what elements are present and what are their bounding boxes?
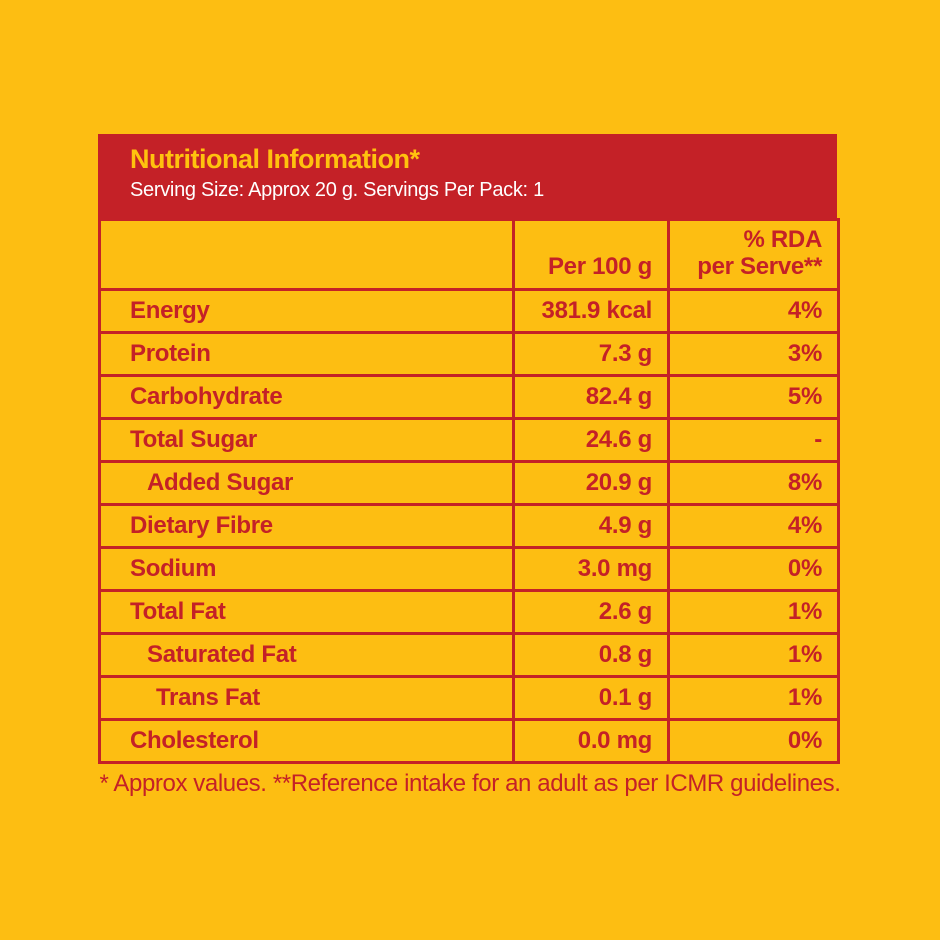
row-label: Sodium [98, 546, 515, 592]
column-header-row: Per 100 g % RDA per Serve** [98, 218, 840, 291]
value-rda: 4% [667, 503, 840, 549]
value-per-100g: 381.9 kcal [512, 288, 670, 334]
value-rda: 1% [667, 632, 840, 678]
value-rda: 0% [667, 718, 840, 764]
nutrition-label: Nutritional Information* Serving Size: A… [98, 134, 840, 764]
value-per-100g: 7.3 g [512, 331, 670, 377]
value-per-100g: 0.8 g [512, 632, 670, 678]
value-per-100g: 4.9 g [512, 503, 670, 549]
column-header-per-100g: Per 100 g [512, 218, 670, 291]
column-header-rda-line1: % RDA [743, 226, 822, 254]
table-row: Dietary Fibre 4.9 g 4% [98, 503, 840, 549]
value-per-100g: 0.1 g [512, 675, 670, 721]
footnote: * Approx values. **Reference intake for … [99, 770, 841, 797]
table-row: Protein 7.3 g 3% [98, 331, 840, 377]
row-label: Saturated Fat [98, 632, 515, 678]
row-label: Trans Fat [98, 675, 515, 721]
row-label: Protein [98, 331, 515, 377]
row-label: Total Fat [98, 589, 515, 635]
value-rda: 1% [667, 675, 840, 721]
table-row: Trans Fat 0.1 g 1% [98, 675, 840, 721]
row-label: Dietary Fibre [98, 503, 515, 549]
row-label: Total Sugar [98, 417, 515, 463]
column-header-rda: % RDA per Serve** [667, 218, 840, 291]
value-rda: 1% [667, 589, 840, 635]
value-per-100g: 24.6 g [512, 417, 670, 463]
value-rda: 3% [667, 331, 840, 377]
value-rda: 8% [667, 460, 840, 506]
value-per-100g: 0.0 mg [512, 718, 670, 764]
label-header: Nutritional Information* Serving Size: A… [98, 134, 837, 218]
row-label: Carbohydrate [98, 374, 515, 420]
value-per-100g: 20.9 g [512, 460, 670, 506]
value-rda: - [667, 417, 840, 463]
table-row: Added Sugar 20.9 g 8% [98, 460, 840, 506]
table-row: Energy 381.9 kcal 4% [98, 288, 840, 334]
value-rda: 4% [667, 288, 840, 334]
table-row: Total Fat 2.6 g 1% [98, 589, 840, 635]
label-subtitle: Serving Size: Approx 20 g. Servings Per … [130, 178, 544, 201]
value-per-100g: 82.4 g [512, 374, 670, 420]
value-rda: 0% [667, 546, 840, 592]
row-label: Added Sugar [98, 460, 515, 506]
column-header-nutrient [98, 218, 515, 291]
value-rda: 5% [667, 374, 840, 420]
label-title: Nutritional Information* [130, 144, 420, 174]
row-label: Cholesterol [98, 718, 515, 764]
table-row: Saturated Fat 0.8 g 1% [98, 632, 840, 678]
value-per-100g: 3.0 mg [512, 546, 670, 592]
nutrition-table: Per 100 g % RDA per Serve** Energy 381.9… [98, 218, 840, 764]
column-header-rda-line2: per Serve** [697, 253, 822, 281]
table-row: Total Sugar 24.6 g - [98, 417, 840, 463]
table-row: Carbohydrate 82.4 g 5% [98, 374, 840, 420]
row-label: Energy [98, 288, 515, 334]
table-row: Sodium 3.0 mg 0% [98, 546, 840, 592]
table-row: Cholesterol 0.0 mg 0% [98, 718, 840, 764]
value-per-100g: 2.6 g [512, 589, 670, 635]
